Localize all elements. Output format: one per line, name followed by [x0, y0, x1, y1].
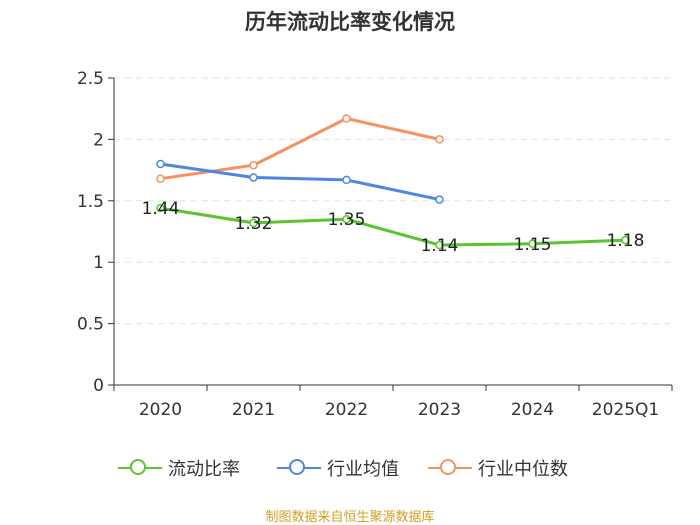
series-line-0	[160, 206, 626, 247]
source-note: 制图数据来自恒生聚源数据库	[265, 510, 435, 525]
legend: 流动比率 行业均值 行业中位数	[0, 455, 700, 483]
legend-symbol-industry-mean	[277, 458, 321, 478]
data-point[interactable]	[249, 218, 258, 228]
x-tick-label: 2023	[418, 400, 461, 420]
data-point[interactable]	[342, 114, 351, 123]
data-point[interactable]	[435, 195, 444, 204]
x-tick-label: 2024	[511, 400, 554, 420]
legend-symbol-current-ratio	[118, 458, 162, 478]
legend-label-current-ratio: 流动比率	[168, 459, 240, 480]
legend-item-industry-median[interactable]: 行业中位数	[428, 455, 568, 481]
data-label: 1.14	[421, 236, 459, 256]
data-point[interactable]	[156, 159, 165, 169]
data-point[interactable]	[435, 135, 444, 144]
data-label: 1.18	[607, 231, 645, 251]
y-tick-label: 2	[93, 130, 104, 150]
data-point[interactable]	[435, 240, 444, 250]
data-point[interactable]	[528, 239, 537, 249]
x-tick-label: 2025Q1	[592, 400, 659, 420]
x-tick-label: 2022	[325, 400, 368, 420]
legend-symbol-industry-median	[428, 458, 472, 478]
data-point[interactable]	[156, 174, 165, 183]
legend-item-industry-mean[interactable]: 行业均值	[277, 455, 399, 481]
data-point[interactable]	[621, 235, 630, 245]
data-label: 1.44	[142, 199, 180, 219]
data-point[interactable]	[156, 203, 165, 213]
legend-label-industry-median: 行业中位数	[478, 459, 568, 480]
chart-title: 历年流动比率变化情况	[245, 10, 455, 34]
y-tick-label: 1	[93, 253, 104, 273]
data-point[interactable]	[342, 214, 351, 224]
legend-label-industry-mean: 行业均值	[327, 459, 399, 480]
data-point[interactable]	[342, 175, 351, 185]
data-label: 1.32	[235, 214, 273, 234]
data-point[interactable]	[249, 160, 258, 170]
data-point[interactable]	[249, 173, 258, 182]
y-tick-label: 0.5	[77, 315, 104, 335]
legend-item-current-ratio[interactable]: 流动比率	[118, 455, 240, 481]
y-tick-label: 0	[93, 376, 104, 396]
series-line-1	[160, 162, 440, 202]
x-tick-label: 2020	[139, 400, 182, 420]
y-tick-label: 1.5	[77, 192, 104, 212]
y-tick-label: 2.5	[77, 69, 104, 89]
data-label: 1.15	[514, 235, 552, 255]
x-tick-label: 2021	[232, 400, 275, 420]
data-label: 1.35	[328, 210, 366, 230]
